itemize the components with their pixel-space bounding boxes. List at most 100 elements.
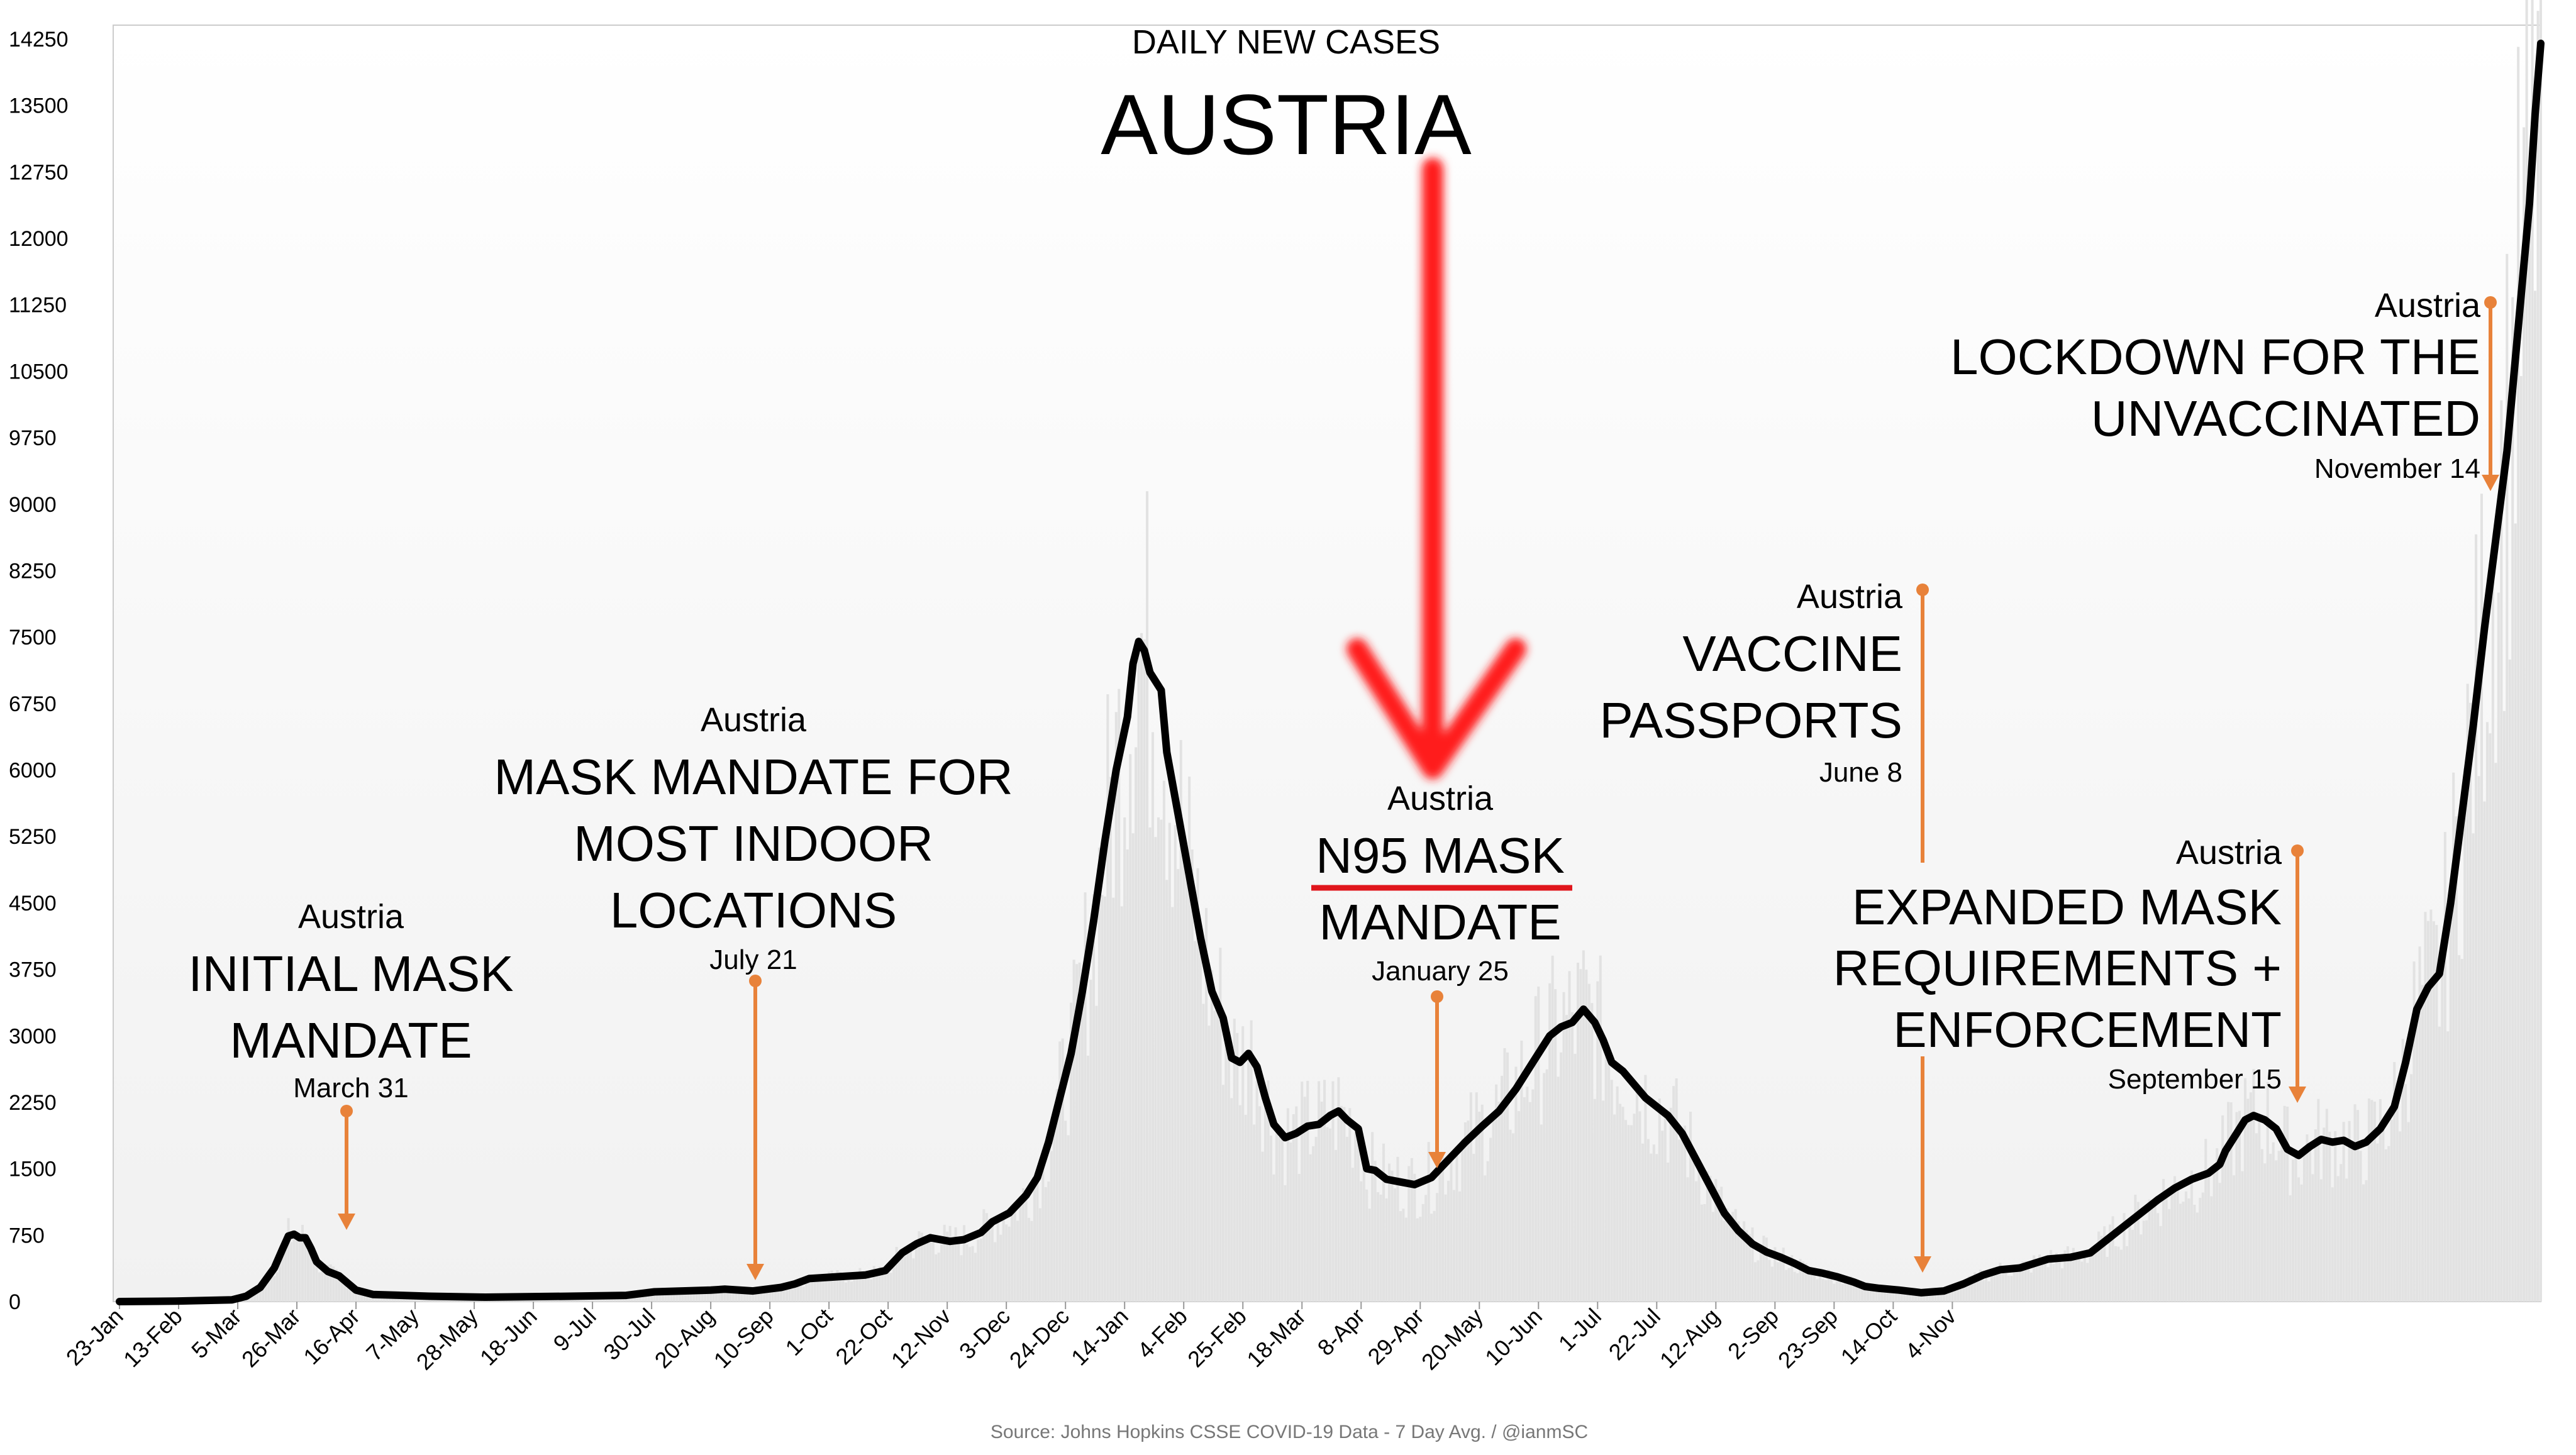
daily-bar — [2007, 1276, 2010, 1302]
annotation-title-line: ENFORCEMENT — [1893, 1002, 2282, 1058]
daily-bar — [1121, 906, 1123, 1302]
daily-bar — [1428, 1142, 1430, 1302]
daily-bar — [974, 1253, 977, 1302]
daily-bar — [1022, 1188, 1024, 1302]
daily-bar — [1537, 987, 1540, 1302]
daily-bar — [980, 1239, 982, 1302]
daily-bar — [1014, 1203, 1016, 1302]
daily-bar — [2500, 401, 2502, 1302]
daily-bar — [2404, 1084, 2407, 1302]
daily-bar — [1439, 1163, 1441, 1302]
daily-bar — [1343, 1107, 1345, 1302]
daily-bar — [862, 1279, 864, 1302]
daily-bar — [1670, 1108, 1672, 1302]
annotation-date: November 14 — [2314, 453, 2480, 484]
daily-bar — [1785, 1270, 1787, 1302]
daily-bar — [890, 1273, 892, 1302]
annotation-title-line: MANDATE — [1319, 894, 1561, 950]
daily-bar — [1073, 960, 1075, 1302]
daily-bar — [786, 1288, 788, 1302]
daily-bar — [1024, 1196, 1027, 1302]
daily-bar — [1836, 1281, 1838, 1302]
daily-bar — [1675, 1078, 1678, 1302]
daily-bar — [1464, 1122, 1467, 1302]
daily-bar — [2368, 1098, 2370, 1302]
daily-bar — [1647, 1139, 1650, 1302]
annotation-title-line: PASSPORTS — [1599, 692, 1902, 748]
annotation-title-line: LOCKDOWN FOR THE — [1950, 329, 2480, 385]
daily-bar — [1841, 1284, 1844, 1302]
daily-bar — [298, 1240, 301, 1302]
daily-bar — [1309, 1154, 1312, 1302]
daily-bar — [915, 1248, 918, 1302]
daily-bar — [935, 1254, 937, 1302]
daily-bar — [1053, 1127, 1055, 1302]
daily-bar — [1163, 781, 1165, 1302]
daily-bar — [2224, 1153, 2227, 1302]
y-tick-label: 9750 — [9, 426, 57, 450]
daily-bar — [884, 1275, 887, 1302]
daily-bar — [2058, 1257, 2060, 1302]
daily-bar — [1543, 1073, 1545, 1302]
daily-bar — [2221, 1115, 2224, 1302]
daily-bar — [2106, 1257, 2109, 1302]
daily-bar — [1560, 1053, 1562, 1302]
daily-bar — [307, 1245, 309, 1302]
y-tick-label: 11250 — [9, 294, 67, 318]
daily-bar — [1636, 1089, 1638, 1302]
daily-bar — [1399, 1211, 1402, 1302]
daily-bar — [1529, 1102, 1531, 1302]
daily-bar — [960, 1255, 963, 1302]
daily-bar — [2233, 1175, 2235, 1302]
daily-bar — [1504, 1048, 1506, 1302]
daily-bar — [780, 1291, 782, 1302]
daily-bar — [1385, 1198, 1388, 1302]
daily-bar — [1630, 1125, 1633, 1302]
daily-bar — [1011, 1209, 1013, 1302]
annotation-title-line: REQUIREMENTS + — [1833, 940, 2282, 996]
daily-bar — [763, 1293, 765, 1302]
daily-bar — [1272, 1175, 1275, 1302]
daily-bar — [1329, 1129, 1331, 1302]
daily-bar — [2424, 912, 2426, 1302]
daily-bar — [1005, 1224, 1008, 1302]
daily-bar — [1599, 956, 1602, 1302]
daily-bar — [1777, 1262, 1779, 1302]
daily-bar — [1472, 1154, 1475, 1302]
daily-bar — [296, 1236, 298, 1302]
daily-bar — [1185, 856, 1188, 1302]
daily-bar — [698, 1293, 701, 1302]
daily-bar — [2385, 1149, 2387, 1302]
daily-bar — [2520, 376, 2523, 1302]
daily-bar — [2176, 1184, 2179, 1302]
daily-bar — [1360, 1181, 1362, 1302]
daily-bar — [1245, 1115, 1247, 1302]
daily-bar — [2151, 1202, 2153, 1302]
daily-bar — [1374, 1161, 1377, 1302]
daily-bar — [2300, 1185, 2302, 1302]
daily-bar — [1416, 1219, 1419, 1302]
daily-bar — [2295, 1150, 2297, 1302]
daily-bar — [1202, 1004, 1205, 1302]
daily-bar — [1228, 1057, 1230, 1302]
daily-bar — [347, 1288, 349, 1302]
daily-bar — [1112, 898, 1114, 1302]
daily-bar — [1655, 1154, 1658, 1302]
daily-bar — [943, 1225, 946, 1302]
daily-bar — [1988, 1281, 1990, 1302]
daily-bar — [2086, 1263, 2089, 1302]
daily-bar — [1346, 1137, 1348, 1302]
daily-bar — [1169, 823, 1171, 1302]
daily-bar — [1436, 1193, 1438, 1302]
daily-bar — [2286, 1107, 2289, 1302]
daily-bar — [2410, 1074, 2412, 1302]
daily-bar — [2306, 1134, 2308, 1302]
daily-bar — [2250, 1092, 2252, 1302]
daily-bar — [2331, 1187, 2334, 1302]
daily-bar — [2112, 1216, 2114, 1302]
daily-bar — [1270, 1136, 1272, 1302]
daily-bar — [1771, 1267, 1774, 1302]
daily-bar — [2343, 1122, 2345, 1302]
daily-bar — [1816, 1280, 1818, 1302]
daily-bar — [808, 1281, 811, 1302]
